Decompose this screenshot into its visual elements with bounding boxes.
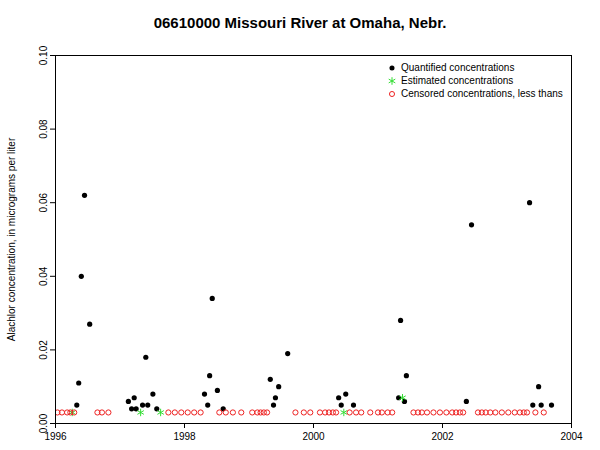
svg-text:1998: 1998 <box>173 431 196 442</box>
svg-text:0.06: 0.06 <box>38 193 49 213</box>
html-text:Censored concentrations, less: Censored concentrations, less thans <box>401 88 563 99</box>
svg-text:2002: 2002 <box>431 431 454 442</box>
svg-text:1996: 1996 <box>44 431 67 442</box>
svg-text:0.00: 0.00 <box>37 413 49 434</box>
svg-text:0.02: 0.02 <box>38 340 49 360</box>
svg-text:0.08: 0.08 <box>38 119 49 139</box>
svg-text:2004: 2004 <box>560 431 583 442</box>
svg-text:Alachlor concentration, in mic: Alachlor concentration, in micrograms pe… <box>6 137 17 341</box>
html-text:Quantified concentrations: Quantified concentrations <box>401 62 515 73</box>
svg-text:0.04: 0.04 <box>38 266 49 286</box>
html-text:06610000 Missouri River at Oma: 06610000 Missouri River at Omaha, Nebr. <box>153 14 447 31</box>
svg-text:2000: 2000 <box>302 431 325 442</box>
svg-text:0.10: 0.10 <box>38 45 49 65</box>
html-text:Estimated concentrations: Estimated concentrations <box>401 75 514 86</box>
